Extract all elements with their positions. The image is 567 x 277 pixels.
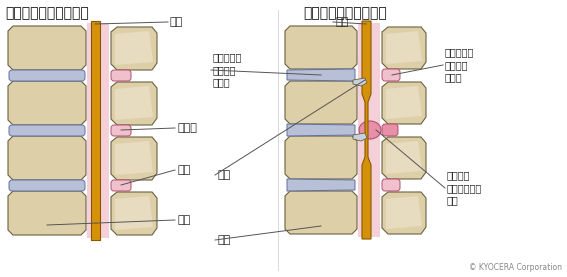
PathPatch shape <box>8 26 86 70</box>
PathPatch shape <box>111 82 157 125</box>
Text: 軽度に変形
している
椎間板: 軽度に変形 している 椎間板 <box>213 53 242 88</box>
Text: 骨棘: 骨棘 <box>217 170 230 180</box>
Ellipse shape <box>359 121 381 139</box>
PathPatch shape <box>382 192 426 234</box>
PathPatch shape <box>386 141 422 174</box>
PathPatch shape <box>115 196 153 230</box>
Text: 靭帯: 靭帯 <box>177 165 191 175</box>
FancyBboxPatch shape <box>111 70 131 81</box>
Text: 脊柱管狭窄症の断面図: 脊柱管狭窄症の断面図 <box>303 6 387 20</box>
PathPatch shape <box>287 124 355 136</box>
FancyBboxPatch shape <box>382 124 398 136</box>
Text: 脊髄: 脊髄 <box>335 17 348 27</box>
Text: 重度に変形
している
椎間板: 重度に変形 している 椎間板 <box>445 48 475 82</box>
Text: 正常な脊柱管の断面図: 正常な脊柱管の断面図 <box>5 6 89 20</box>
FancyBboxPatch shape <box>9 125 85 136</box>
FancyBboxPatch shape <box>12 85 82 121</box>
Bar <box>87 23 109 238</box>
Bar <box>358 23 380 237</box>
FancyBboxPatch shape <box>9 180 85 191</box>
PathPatch shape <box>285 136 357 179</box>
PathPatch shape <box>287 69 355 81</box>
FancyBboxPatch shape <box>289 195 353 230</box>
FancyBboxPatch shape <box>111 180 131 191</box>
Text: 脊髄: 脊髄 <box>170 17 183 27</box>
PathPatch shape <box>353 133 367 141</box>
PathPatch shape <box>8 81 86 125</box>
PathPatch shape <box>382 137 426 179</box>
FancyBboxPatch shape <box>9 70 85 81</box>
FancyBboxPatch shape <box>289 140 353 175</box>
PathPatch shape <box>285 191 357 234</box>
PathPatch shape <box>362 21 371 239</box>
FancyBboxPatch shape <box>289 30 353 65</box>
PathPatch shape <box>111 27 157 70</box>
PathPatch shape <box>111 137 157 180</box>
FancyBboxPatch shape <box>289 85 353 120</box>
PathPatch shape <box>382 27 426 69</box>
FancyBboxPatch shape <box>111 125 131 136</box>
FancyBboxPatch shape <box>382 69 400 81</box>
PathPatch shape <box>285 81 357 124</box>
FancyBboxPatch shape <box>382 179 400 191</box>
Text: 肥大して
分厚くなった
靭帯: 肥大して 分厚くなった 靭帯 <box>447 171 483 206</box>
PathPatch shape <box>386 31 422 64</box>
PathPatch shape <box>287 179 355 191</box>
PathPatch shape <box>8 136 86 180</box>
Bar <box>91 21 100 240</box>
FancyBboxPatch shape <box>12 195 82 231</box>
PathPatch shape <box>353 78 367 86</box>
PathPatch shape <box>115 141 153 175</box>
Text: 椎間板: 椎間板 <box>177 123 197 133</box>
PathPatch shape <box>8 191 86 235</box>
Text: 椎体: 椎体 <box>217 235 230 245</box>
PathPatch shape <box>115 31 153 65</box>
FancyBboxPatch shape <box>12 140 82 176</box>
PathPatch shape <box>115 86 153 120</box>
PathPatch shape <box>386 86 422 119</box>
PathPatch shape <box>285 26 357 69</box>
PathPatch shape <box>382 82 426 124</box>
PathPatch shape <box>111 192 157 235</box>
FancyBboxPatch shape <box>12 30 82 66</box>
Text: © KYOCERA Corporation: © KYOCERA Corporation <box>469 263 562 272</box>
PathPatch shape <box>386 196 422 229</box>
Text: 椎体: 椎体 <box>177 215 191 225</box>
